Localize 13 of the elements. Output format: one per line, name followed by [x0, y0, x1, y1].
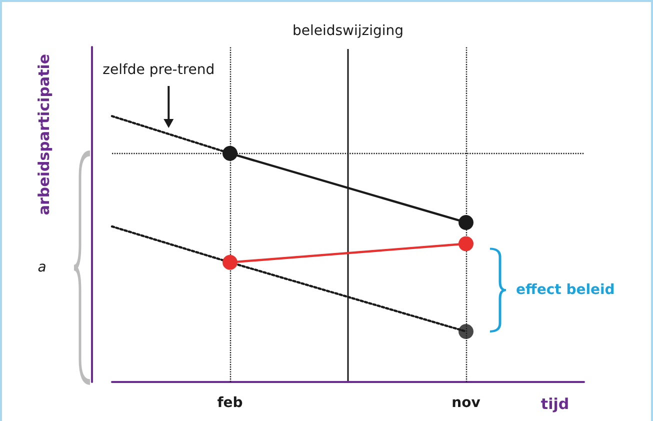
point	[458, 214, 474, 230]
text: a	[38, 260, 46, 276]
text: beleidswijziging	[292, 23, 404, 39]
point	[222, 254, 238, 270]
point	[458, 324, 474, 339]
point	[458, 236, 474, 252]
x-tick-label: feb	[217, 395, 243, 411]
y-axis-title: arbeidsparticipatie	[35, 54, 53, 216]
point	[222, 146, 238, 161]
text: zelfde pre-trend	[102, 62, 215, 78]
annotation: effect beleid	[516, 282, 615, 298]
x-axis-title: tijd	[540, 395, 570, 413]
x-tick-label: nov	[452, 395, 480, 411]
